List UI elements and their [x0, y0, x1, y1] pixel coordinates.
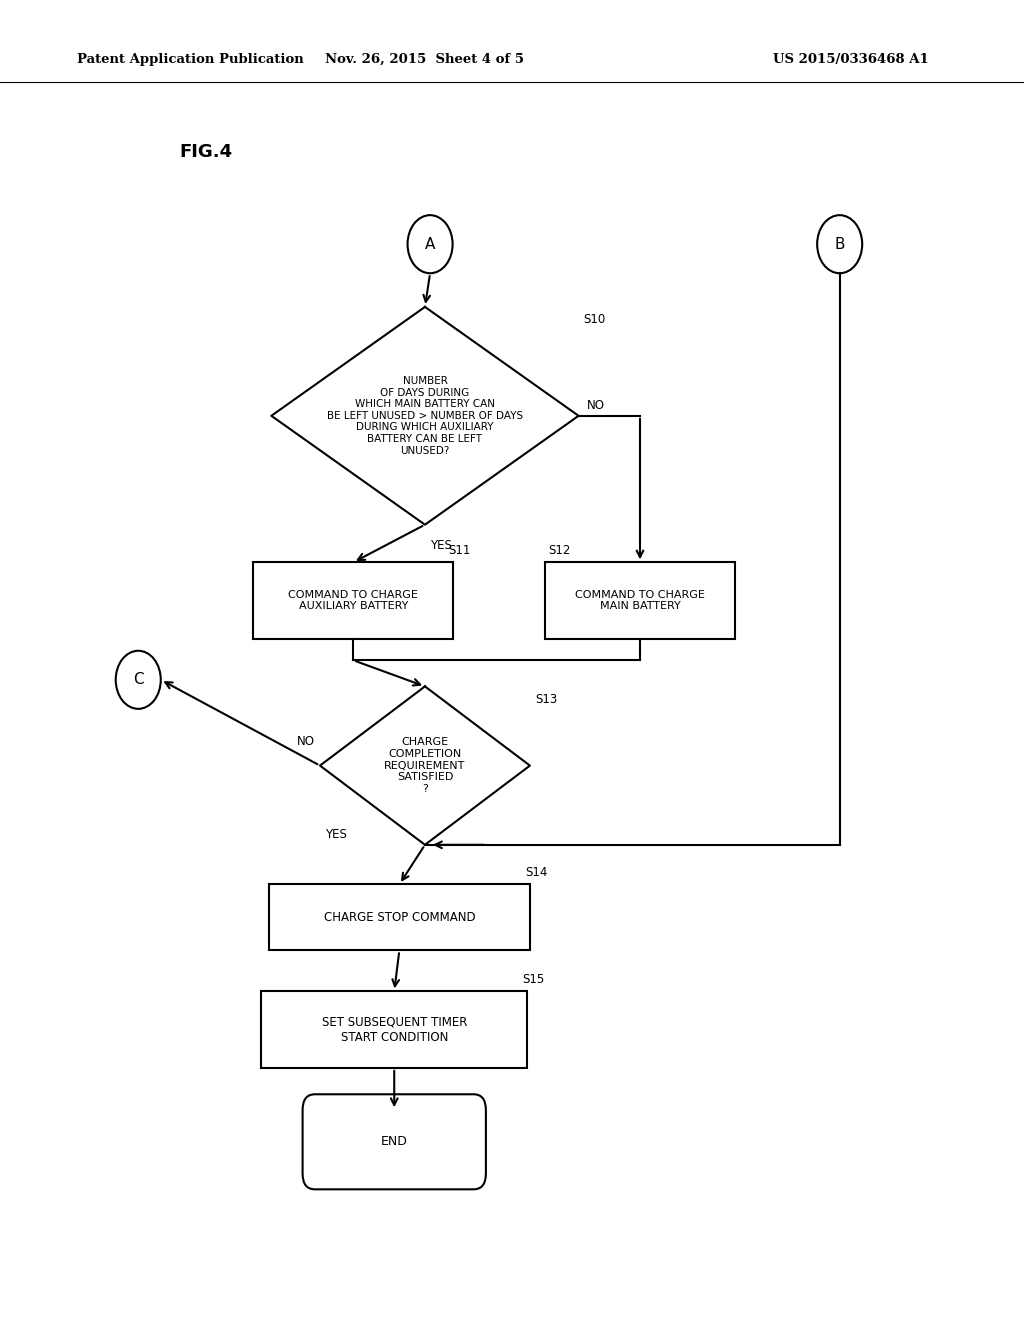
Text: END: END: [381, 1135, 408, 1148]
Text: Nov. 26, 2015  Sheet 4 of 5: Nov. 26, 2015 Sheet 4 of 5: [326, 53, 524, 66]
Text: FIG.4: FIG.4: [179, 143, 232, 161]
Text: S13: S13: [535, 693, 557, 706]
Text: NUMBER
OF DAYS DURING
WHICH MAIN BATTERY CAN
BE LEFT UNUSED > NUMBER OF DAYS
DUR: NUMBER OF DAYS DURING WHICH MAIN BATTERY…: [327, 376, 523, 455]
Text: YES: YES: [326, 828, 347, 841]
Text: S14: S14: [525, 866, 547, 879]
Text: NO: NO: [297, 735, 315, 748]
Text: S10: S10: [584, 313, 606, 326]
Text: CHARGE
COMPLETION
REQUIREMENT
SATISFIED
?: CHARGE COMPLETION REQUIREMENT SATISFIED …: [384, 738, 466, 793]
Text: Patent Application Publication: Patent Application Publication: [77, 53, 303, 66]
Text: COMMAND TO CHARGE
AUXILIARY BATTERY: COMMAND TO CHARGE AUXILIARY BATTERY: [289, 590, 418, 611]
Text: A: A: [425, 236, 435, 252]
Text: SET SUBSEQUENT TIMER
START CONDITION: SET SUBSEQUENT TIMER START CONDITION: [322, 1015, 467, 1044]
Text: CHARGE STOP COMMAND: CHARGE STOP COMMAND: [324, 911, 475, 924]
Text: B: B: [835, 236, 845, 252]
Bar: [253, 562, 453, 639]
Text: C: C: [133, 672, 143, 688]
Text: COMMAND TO CHARGE
MAIN BATTERY: COMMAND TO CHARGE MAIN BATTERY: [575, 590, 705, 611]
Text: NO: NO: [587, 399, 605, 412]
Text: S15: S15: [522, 973, 545, 986]
Text: YES: YES: [430, 540, 452, 552]
Text: US 2015/0336468 A1: US 2015/0336468 A1: [773, 53, 929, 66]
Bar: [268, 884, 530, 950]
Text: S12: S12: [549, 544, 570, 557]
Text: S11: S11: [449, 544, 470, 557]
Bar: [261, 991, 527, 1068]
Bar: [545, 562, 735, 639]
